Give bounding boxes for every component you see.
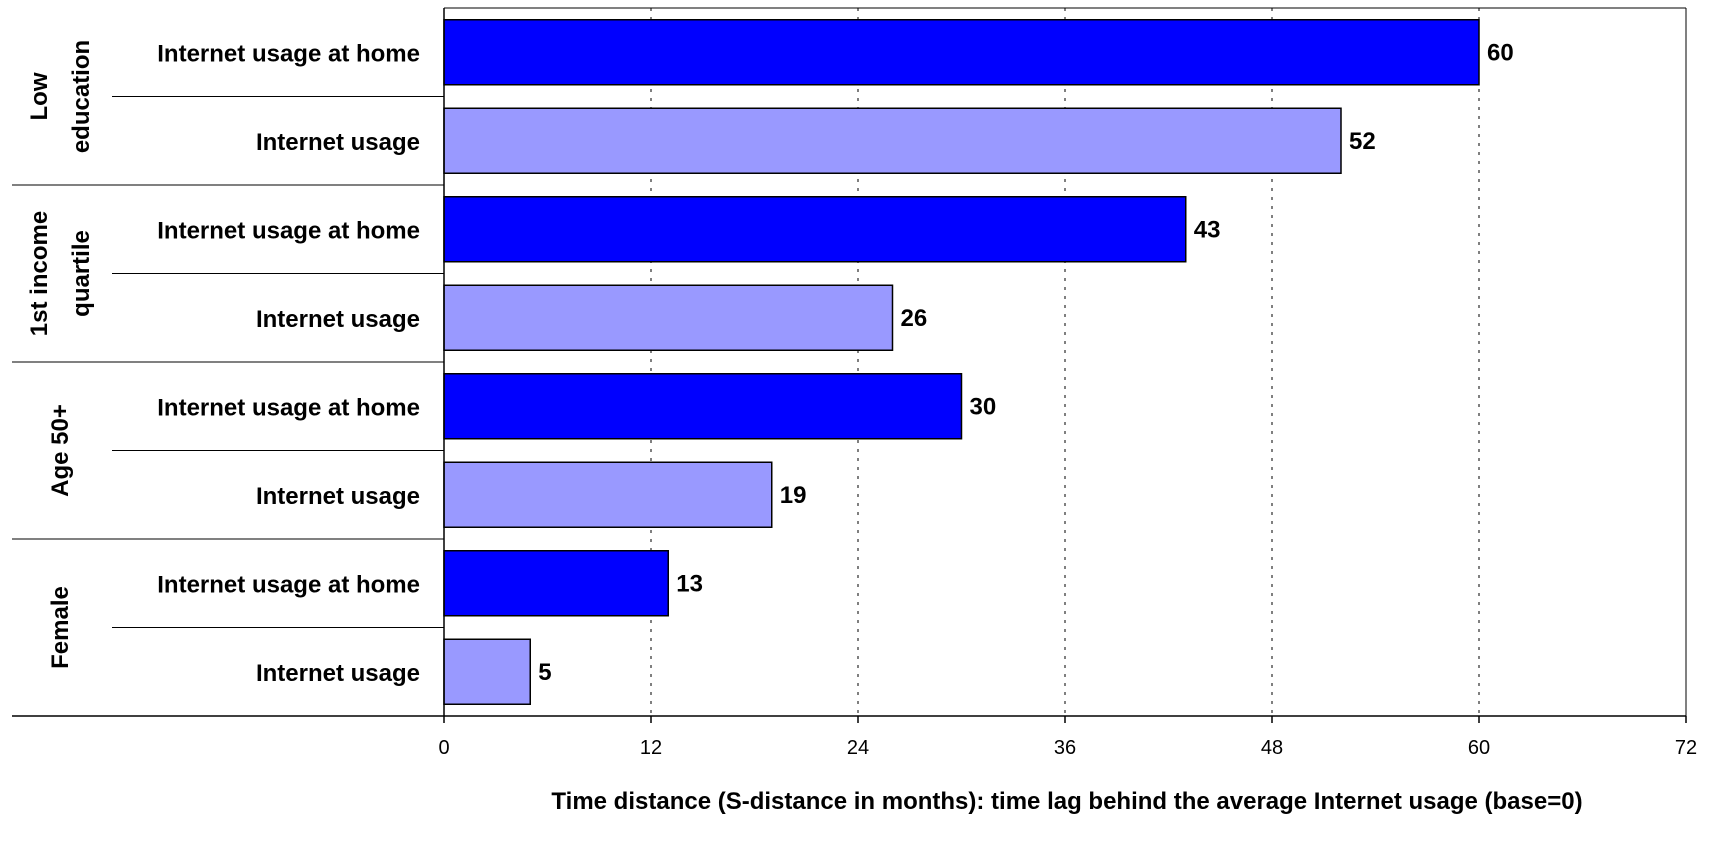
category-label: Internet usage at home (157, 571, 420, 598)
bar (443, 550, 669, 617)
value-label: 52 (1349, 128, 1376, 155)
group-label-line: 1st income (26, 211, 53, 336)
x-tick-label: 72 (1675, 737, 1697, 759)
value-label: 60 (1487, 39, 1514, 66)
category-label: Internet usage (256, 483, 420, 510)
value-label: 5 (538, 659, 551, 686)
category-label: Internet usage (256, 129, 420, 156)
x-tick-label: 24 (847, 737, 869, 759)
category-label: Internet usage at home (157, 217, 420, 244)
group-label-line: Age 50+ (47, 404, 74, 497)
value-label: 43 (1194, 216, 1221, 243)
value-label: 30 (970, 393, 997, 420)
category-label: Internet usage (256, 306, 420, 333)
value-label: 19 (780, 482, 807, 509)
x-tick-label: 60 (1468, 737, 1490, 759)
category-label: Internet usage at home (157, 40, 420, 67)
group-label: 1st income quartile (26, 211, 95, 336)
group-label-line: education (68, 40, 95, 153)
bars (443, 19, 1480, 705)
group-label: Age 50+ (47, 404, 74, 497)
bar (443, 19, 1480, 86)
value-label: 13 (676, 570, 703, 597)
category-label: Internet usage (256, 660, 420, 687)
axes (12, 7, 1687, 723)
bar (443, 284, 894, 351)
bar (443, 373, 963, 440)
x-tick-label: 48 (1261, 737, 1283, 759)
x-tick-label: 36 (1054, 737, 1076, 759)
bar (443, 107, 1342, 174)
group-label-line: Low (26, 72, 53, 120)
group-label-line: quartile (68, 230, 95, 317)
category-label: Internet usage at home (157, 394, 420, 421)
group-label: Female (47, 586, 74, 669)
x-axis-title: Time distance (S-distance in months): ti… (551, 788, 1582, 815)
bar (443, 461, 773, 528)
labels: 0 12 24 36 48 60 72 60 Internet usage at home 52 I… (26, 39, 1697, 759)
x-tick-label: 12 (640, 737, 662, 759)
x-tick-label: 0 (438, 737, 449, 759)
bar (443, 638, 531, 705)
value-label: 26 (901, 305, 928, 332)
bar (443, 196, 1187, 263)
group-label: Low education (26, 40, 95, 153)
group-label-line: Female (47, 586, 74, 669)
